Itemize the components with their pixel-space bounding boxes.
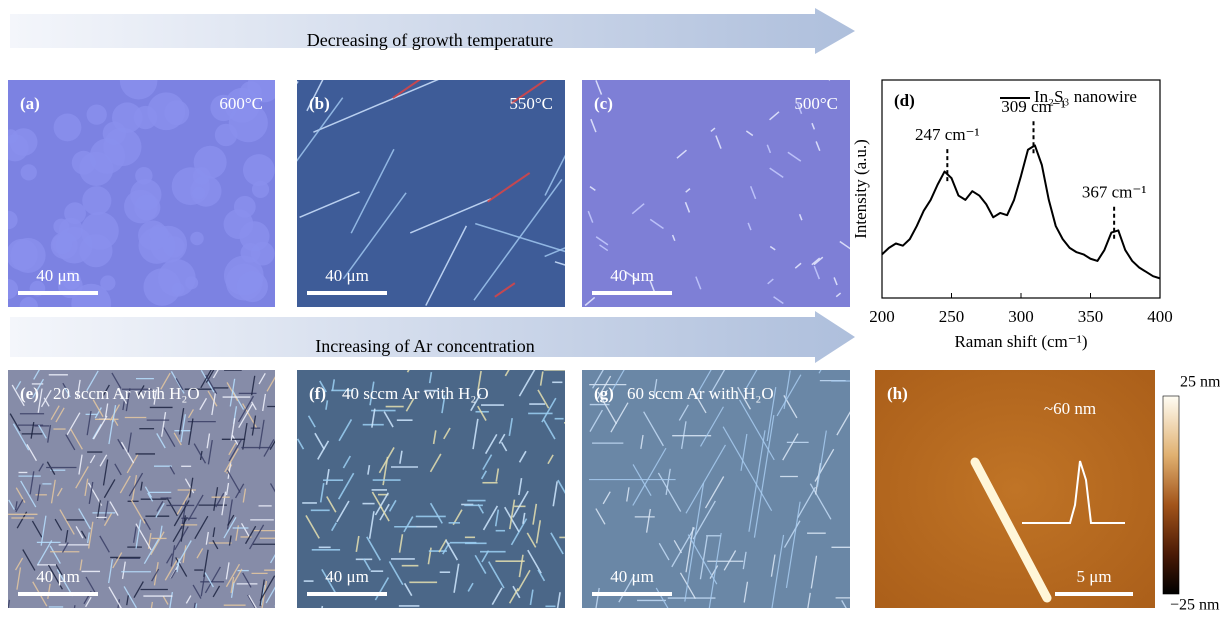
domain bbox=[190, 232, 204, 246]
scale-bar bbox=[1055, 592, 1133, 596]
scale-bar-label: 5 μm bbox=[1076, 567, 1111, 586]
scale-bar bbox=[592, 592, 672, 596]
domain bbox=[192, 187, 205, 200]
x-tick-label: 400 bbox=[1147, 307, 1173, 326]
peak-label: 367 cm⁻¹ bbox=[1082, 183, 1147, 202]
domain bbox=[251, 242, 275, 266]
panel: (c) 500°C 40 μm bbox=[582, 74, 852, 307]
panel-label: (c) bbox=[594, 94, 613, 113]
x-axis-label: Raman shift (cm⁻¹) bbox=[954, 332, 1087, 351]
domain bbox=[112, 102, 143, 133]
panel-label: (f) bbox=[309, 384, 326, 403]
panel-note: 40 sccm Ar with H₂O bbox=[342, 384, 489, 403]
scale-bar bbox=[307, 592, 387, 596]
domain bbox=[54, 114, 82, 142]
x-tick-label: 300 bbox=[1008, 307, 1034, 326]
domain bbox=[59, 218, 83, 242]
domain bbox=[134, 194, 160, 220]
domain bbox=[1, 134, 28, 161]
panel-note: ~60 nm bbox=[1044, 399, 1096, 418]
colorbar-label: 25 nm bbox=[1180, 374, 1220, 391]
panel-label: (e) bbox=[20, 384, 39, 403]
domain bbox=[150, 226, 187, 263]
panel: (h) ~60 nm 5 μm 25 nm −25 nm bbox=[875, 370, 1220, 614]
scale-bar bbox=[592, 291, 672, 295]
panel-note: 20 sccm Ar with H₂O bbox=[53, 384, 200, 403]
figure: Decreasing of growth temperature Increas… bbox=[0, 0, 1220, 616]
panel-note: 60 sccm Ar with H₂O bbox=[627, 384, 774, 403]
panel: (a) 600°C 40 μm bbox=[0, 62, 281, 324]
colorbar-label: −25 nm bbox=[1170, 597, 1220, 614]
scale-bar bbox=[307, 291, 387, 295]
scale-bar bbox=[18, 291, 98, 295]
panel: (f) 40 sccm Ar with H₂O 40 μm bbox=[297, 354, 587, 616]
x-tick-label: 350 bbox=[1078, 307, 1104, 326]
arrow-label: Decreasing of growth temperature bbox=[307, 30, 553, 50]
arrow-label: Increasing of Ar concentration bbox=[315, 336, 534, 356]
panel-label: (b) bbox=[309, 94, 330, 113]
domain bbox=[0, 211, 18, 229]
spectrum-line bbox=[882, 145, 1160, 278]
domain bbox=[82, 186, 111, 215]
scale-bar-label: 40 μm bbox=[36, 266, 80, 285]
x-tick-label: 200 bbox=[869, 307, 895, 326]
domain bbox=[120, 62, 158, 100]
peak-label: 247 cm⁻¹ bbox=[915, 125, 980, 144]
domain bbox=[158, 259, 196, 297]
panel-note: 500°C bbox=[794, 94, 838, 113]
colorbar bbox=[1163, 396, 1179, 594]
domain bbox=[79, 152, 113, 186]
scale-bar-label: 40 μm bbox=[610, 266, 654, 285]
nanowire bbox=[275, 590, 284, 606]
domain bbox=[21, 164, 37, 180]
scale-bar bbox=[18, 592, 98, 596]
scale-bar-label: 40 μm bbox=[36, 567, 80, 586]
domain bbox=[147, 92, 185, 130]
domain bbox=[252, 181, 269, 198]
x-tick-label: 250 bbox=[939, 307, 965, 326]
micrograph bbox=[875, 370, 1155, 608]
scale-bar-label: 40 μm bbox=[325, 266, 369, 285]
domain bbox=[234, 196, 256, 218]
panel-note: 600°C bbox=[219, 94, 263, 113]
panel-label: (d) bbox=[894, 91, 915, 110]
domain bbox=[20, 297, 38, 315]
domain bbox=[194, 146, 227, 179]
nanowire bbox=[829, 74, 836, 80]
scale-bar-label: 40 μm bbox=[610, 567, 654, 586]
panel: (e) 20 sccm Ar with H₂O 40 μm bbox=[6, 359, 290, 616]
peak-label: 309 cm⁻¹ bbox=[1001, 97, 1066, 116]
y-axis-label: Intensity (a.u.) bbox=[851, 139, 870, 239]
page: { "arrows": [ {"label": "Decreasing of g… bbox=[0, 0, 1220, 616]
panel-label: (g) bbox=[594, 384, 614, 403]
domain bbox=[237, 271, 268, 302]
domain bbox=[87, 104, 107, 124]
scale-bar-label: 40 μm bbox=[325, 567, 369, 586]
panel-note: 550°C bbox=[509, 94, 553, 113]
panel-label: (a) bbox=[20, 94, 40, 113]
panel-label: (h) bbox=[887, 384, 908, 403]
